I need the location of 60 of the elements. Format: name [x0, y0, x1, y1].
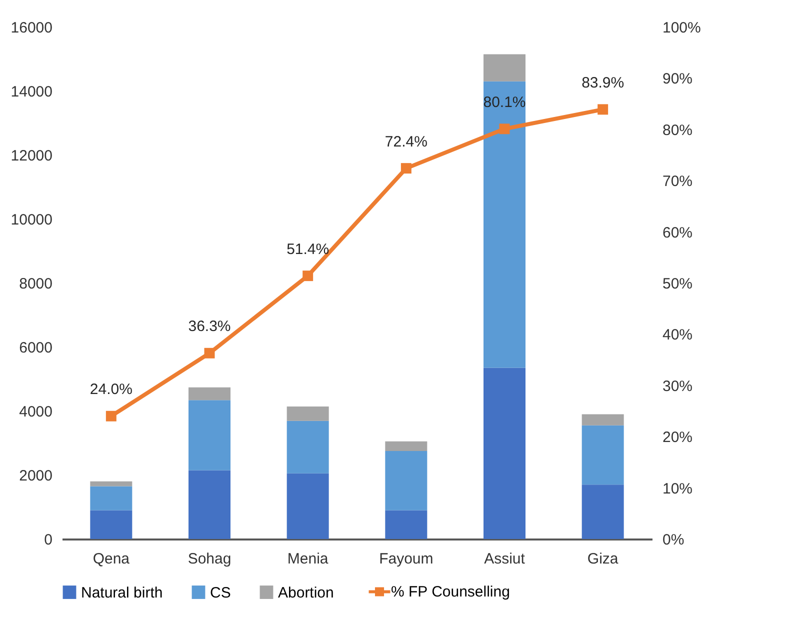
y2-tick-label: 0% — [662, 532, 684, 548]
x-tick-label: Sohag — [188, 550, 232, 568]
x-tick-label: Fayoum — [379, 550, 434, 568]
bar — [188, 400, 230, 470]
point — [400, 163, 412, 174]
bar — [582, 414, 624, 426]
data-label: 51.4% — [286, 240, 330, 258]
bar — [188, 470, 230, 539]
y2-tick-label: 30% — [662, 378, 693, 395]
bar — [286, 473, 329, 539]
y-tick-label: 10000 — [10, 212, 52, 228]
data-label: 36.3% — [188, 318, 231, 336]
legend-label: Natural birth — [81, 584, 163, 602]
y-tick-label: 6000 — [19, 340, 52, 356]
x-tick-label: Giza — [587, 550, 619, 568]
y2-tick-label: 20% — [662, 429, 693, 446]
point — [302, 270, 314, 282]
bar — [582, 484, 624, 539]
y2-tick-label: 40% — [662, 326, 693, 344]
bar — [188, 387, 230, 400]
bar — [484, 368, 526, 539]
bar — [582, 425, 624, 485]
bar — [90, 481, 132, 486]
y-tick-label: 16000 — [10, 20, 52, 36]
point — [499, 124, 510, 134]
x-tick-label: Qena — [92, 550, 130, 568]
bar — [90, 486, 132, 510]
y-tick-label: 14000 — [10, 84, 52, 100]
y-tick-label: 12000 — [10, 148, 52, 164]
data-label: 80.1% — [483, 94, 526, 111]
bar — [484, 81, 526, 368]
bar — [385, 510, 428, 539]
bar — [484, 54, 526, 82]
point — [204, 348, 215, 358]
y-tick-label: 2000 — [19, 468, 52, 484]
point — [106, 410, 116, 422]
y2-tick-label: 60% — [662, 224, 693, 242]
data-label: 24.0% — [90, 381, 132, 398]
y-tick-label: 8000 — [19, 276, 52, 292]
data-label: 83.9% — [582, 74, 624, 92]
x-tick-label: Menia — [287, 550, 329, 568]
bar — [385, 451, 428, 510]
legend-label: Abortion — [278, 584, 334, 602]
legend-label: CS — [210, 584, 231, 602]
bar — [286, 406, 329, 421]
y-tick-label: 0 — [44, 532, 52, 548]
bar — [385, 441, 428, 451]
legend-label: % FP Counselling — [391, 584, 510, 601]
y-tick-label: 4000 — [19, 404, 52, 420]
bar — [90, 510, 132, 539]
y2-tick-label: 100% — [662, 20, 701, 36]
y2-tick-label: 50% — [662, 276, 693, 292]
y2-tick-label: 80% — [662, 122, 693, 139]
point — [598, 104, 608, 115]
y2-tick-label: 70% — [662, 173, 693, 190]
bar — [286, 420, 329, 474]
data-label: 72.4% — [384, 133, 428, 150]
y2-tick-label: 10% — [662, 480, 693, 498]
y2-tick-label: 90% — [662, 70, 693, 88]
x-tick-label: Assiut — [484, 550, 526, 568]
